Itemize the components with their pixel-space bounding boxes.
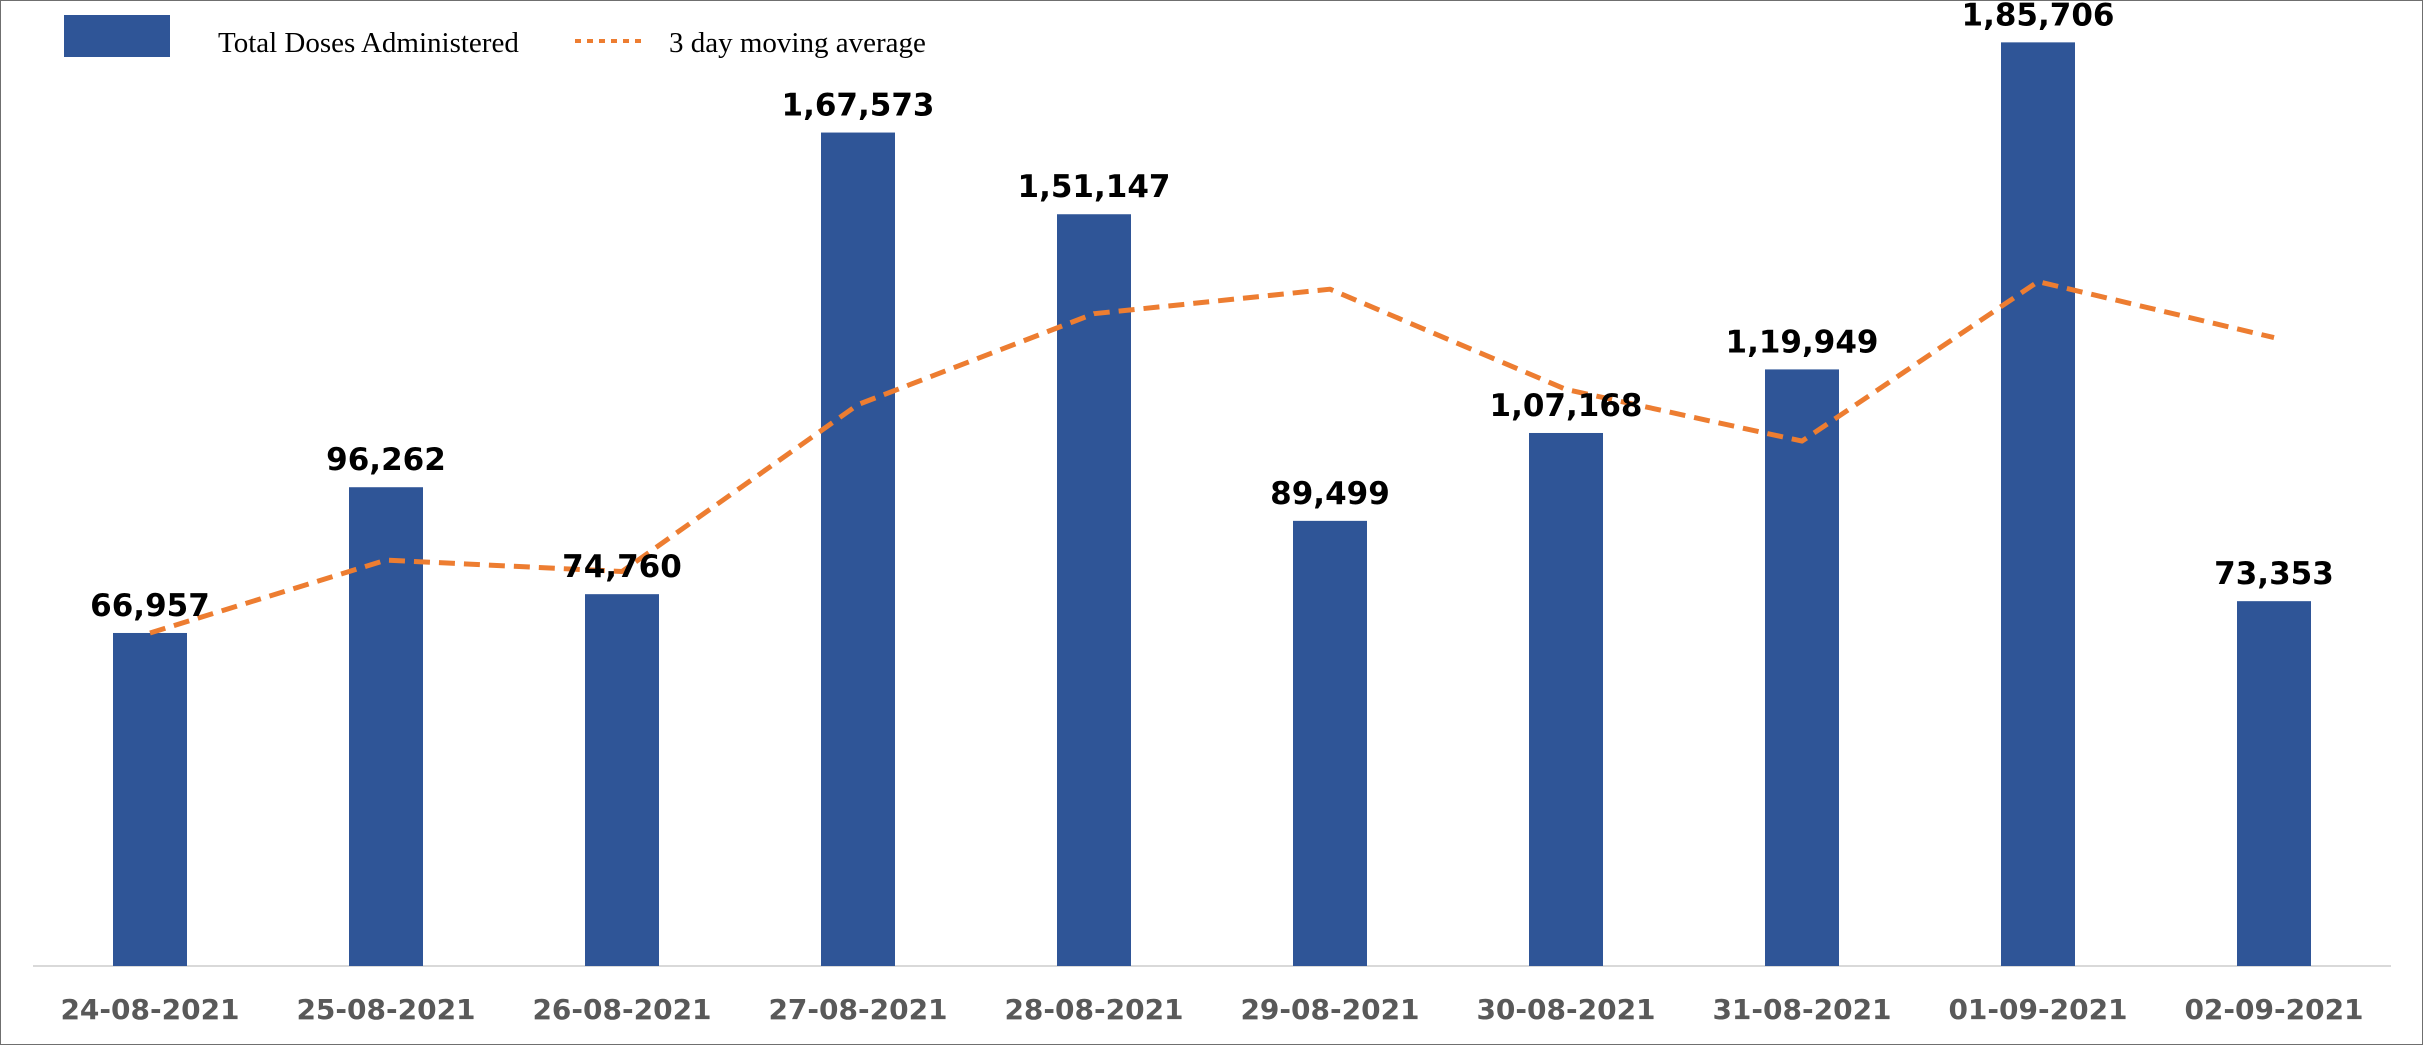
legend-label-bars: Total Doses Administered bbox=[218, 27, 519, 59]
bar-24-08-2021 bbox=[113, 632, 187, 966]
x-tick-25-08-2021: 25-08-2021 bbox=[296, 993, 475, 1026]
bar-29-08-2021 bbox=[1293, 520, 1367, 966]
data-label-31-08-2021: 1,19,949 bbox=[1726, 324, 1879, 360]
data-label-02-09-2021: 73,353 bbox=[2214, 556, 2334, 592]
bar-02-09-2021 bbox=[2237, 601, 2311, 966]
legend-swatch-bars bbox=[64, 15, 170, 57]
moving-average-line bbox=[149, 279, 2275, 636]
data-label-29-08-2021: 89,499 bbox=[1270, 476, 1390, 512]
data-label-24-08-2021: 66,957 bbox=[90, 588, 210, 624]
x-tick-24-08-2021: 24-08-2021 bbox=[60, 993, 239, 1026]
data-label-26-08-2021: 74,760 bbox=[562, 549, 682, 585]
data-label-28-08-2021: 1,51,147 bbox=[1018, 169, 1171, 205]
x-tick-01-09-2021: 01-09-2021 bbox=[1948, 993, 2127, 1026]
data-label-27-08-2021: 1,67,573 bbox=[782, 88, 935, 124]
x-tick-labels-group: 24-08-2021 25-08-2021 26-08-2021 27-08-2021… bbox=[60, 993, 2363, 1026]
bar-31-08-2021 bbox=[1765, 369, 1839, 966]
x-tick-30-08-2021: 30-08-2021 bbox=[1476, 993, 1655, 1026]
bar-25-08-2021 bbox=[349, 487, 423, 966]
data-label-01-09-2021: 1,85,706 bbox=[1962, 1, 2115, 33]
bar-26-08-2021 bbox=[585, 594, 659, 966]
legend-label-line: 3 day moving average bbox=[669, 27, 926, 59]
data-label-25-08-2021: 96,262 bbox=[326, 442, 446, 478]
x-tick-27-08-2021: 27-08-2021 bbox=[768, 993, 947, 1026]
x-tick-28-08-2021: 28-08-2021 bbox=[1004, 993, 1183, 1026]
bars-group bbox=[113, 42, 2311, 967]
bar-01-09-2021 bbox=[2001, 42, 2075, 967]
x-tick-31-08-2021: 31-08-2021 bbox=[1712, 993, 1891, 1026]
data-labels-group: 66,957 96,262 74,760 1,67,573 1,51,147 89,499… bbox=[90, 1, 2334, 624]
bar-30-08-2021 bbox=[1529, 432, 1603, 966]
x-tick-29-08-2021: 29-08-2021 bbox=[1240, 993, 1419, 1026]
bar-28-08-2021 bbox=[1057, 214, 1131, 966]
legend: Total Doses Administered 3 day moving av… bbox=[64, 15, 926, 59]
x-tick-02-09-2021: 02-09-2021 bbox=[2184, 993, 2363, 1026]
data-label-30-08-2021: 1,07,168 bbox=[1490, 388, 1643, 424]
x-tick-26-08-2021: 26-08-2021 bbox=[532, 993, 711, 1026]
bar-27-08-2021 bbox=[821, 132, 895, 967]
